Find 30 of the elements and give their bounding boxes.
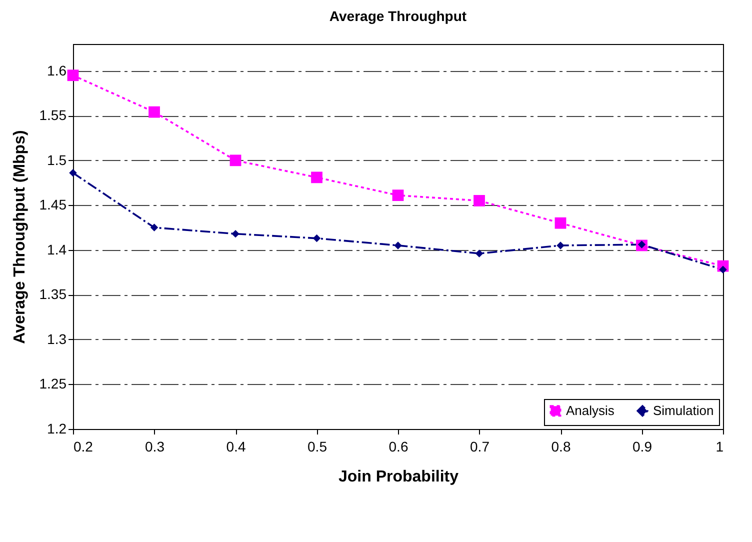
legend-label: Simulation xyxy=(653,402,714,418)
point xyxy=(554,217,566,229)
point xyxy=(67,70,79,82)
point xyxy=(148,106,160,118)
x-tick-label: 0.5 xyxy=(308,438,328,454)
y-tick-label: 1.45 xyxy=(39,196,67,213)
y-axis-title: Average Throughput (Mbps) xyxy=(11,130,28,344)
legend-label: Analysis xyxy=(566,402,615,418)
x-tick-label: 0.3 xyxy=(145,438,165,454)
x-tick-label: 0.9 xyxy=(632,438,652,454)
x-tick-label: 0.7 xyxy=(470,438,490,454)
x-tick-label: 0.6 xyxy=(388,438,408,454)
x-tick-label: 0.2 xyxy=(74,438,94,454)
chart-title: Average Throughput xyxy=(329,8,467,24)
x-tick-label: 1 xyxy=(716,438,724,454)
x-axis-title: Join Probability xyxy=(338,468,459,486)
point xyxy=(392,190,404,202)
y-tick-label: 1.5 xyxy=(47,152,67,168)
x-tick-label: 0.4 xyxy=(226,438,246,454)
y-tick-label: 1.4 xyxy=(47,241,67,258)
y-tick-label: 1.3 xyxy=(47,330,67,347)
y-tick-label: 1.35 xyxy=(39,286,67,302)
point xyxy=(311,172,322,184)
y-tick-label: 1.55 xyxy=(39,107,67,124)
y-tick-label: 1.25 xyxy=(39,376,67,392)
y-tick-label: 1.2 xyxy=(47,420,67,436)
x-tick-label: 0.8 xyxy=(551,438,571,454)
point xyxy=(230,154,242,166)
point xyxy=(474,194,485,206)
y-tick-label: 1.6 xyxy=(47,62,67,78)
